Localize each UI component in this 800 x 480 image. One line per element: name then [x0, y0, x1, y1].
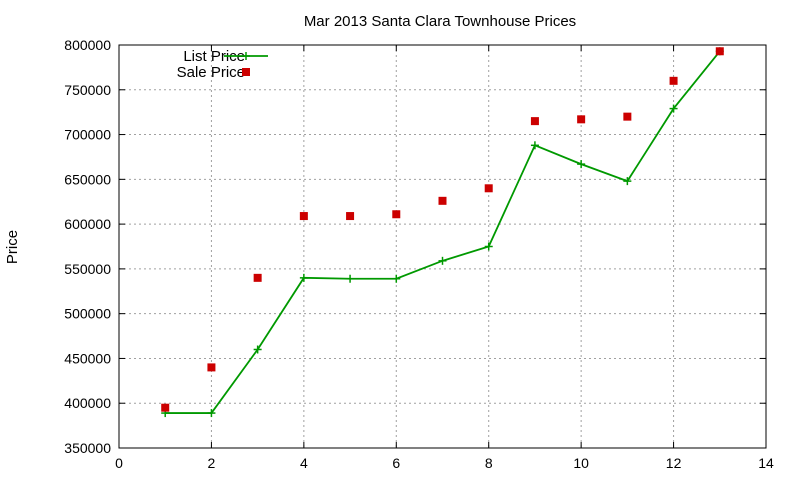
y-tick-label: 500000	[64, 306, 111, 322]
sale-price-point	[623, 112, 632, 121]
list-price-point	[299, 273, 308, 282]
list-price-point	[484, 242, 493, 251]
axis-ticks: 0 2 4 6 8 10 12 14 350000 400000 450000 500000 55000…	[64, 37, 774, 471]
y-tick-label: 350000	[64, 440, 111, 456]
series-sale-price	[161, 47, 724, 412]
sale-price-point	[346, 212, 355, 221]
legend-swatch-marker	[242, 52, 250, 60]
x-tick-label: 6	[392, 455, 400, 471]
list-price-point	[392, 274, 401, 283]
sale-price-point	[530, 117, 539, 126]
sale-price-point	[669, 76, 678, 85]
y-tick-label: 450000	[64, 350, 111, 366]
legend-label: List Price	[183, 48, 245, 65]
list-price-line	[165, 50, 721, 414]
sale-price-point	[438, 196, 447, 205]
list-price-point	[253, 345, 262, 354]
sale-price-point	[253, 273, 262, 282]
list-price-point	[346, 274, 355, 283]
grid	[119, 45, 766, 448]
x-tick-label: 0	[115, 455, 123, 471]
list-price-point	[438, 256, 447, 265]
x-tick-label: 12	[666, 455, 682, 471]
sale-price-point	[299, 212, 308, 221]
legend-label: Sale Price	[177, 64, 245, 81]
chart-title: Mar 2013 Santa Clara Townhouse Prices	[304, 13, 576, 30]
legend-swatch-marker	[242, 68, 250, 76]
plot-frame	[118, 44, 767, 449]
sale-price-point	[392, 210, 401, 219]
sale-price-point	[161, 403, 170, 412]
y-tick-label: 550000	[64, 261, 111, 277]
list-price-point	[577, 160, 586, 169]
y-tick-label: 800000	[64, 37, 111, 53]
plot-series	[161, 47, 724, 418]
x-tick-label: 4	[300, 455, 308, 471]
sale-price-point	[207, 363, 216, 372]
y-tick-label: 750000	[64, 82, 111, 98]
list-price-point	[669, 104, 678, 113]
y-tick-label: 600000	[64, 216, 111, 232]
x-tick-label: 14	[758, 455, 774, 471]
y-tick-label: 650000	[64, 171, 111, 187]
series-list-price	[161, 47, 724, 418]
list-price-point	[207, 409, 216, 418]
sale-price-point	[484, 184, 493, 193]
y-tick-label: 400000	[64, 395, 111, 411]
x-tick-label: 8	[485, 455, 493, 471]
y-tick-label: 700000	[64, 127, 111, 143]
list-price-point	[530, 141, 539, 150]
x-tick-label: 2	[208, 455, 216, 471]
y-axis-label: Price	[4, 230, 21, 264]
sale-price-point	[715, 47, 724, 56]
sale-price-point	[577, 115, 586, 124]
x-tick-label: 10	[573, 455, 589, 471]
list-price-point	[623, 177, 632, 186]
